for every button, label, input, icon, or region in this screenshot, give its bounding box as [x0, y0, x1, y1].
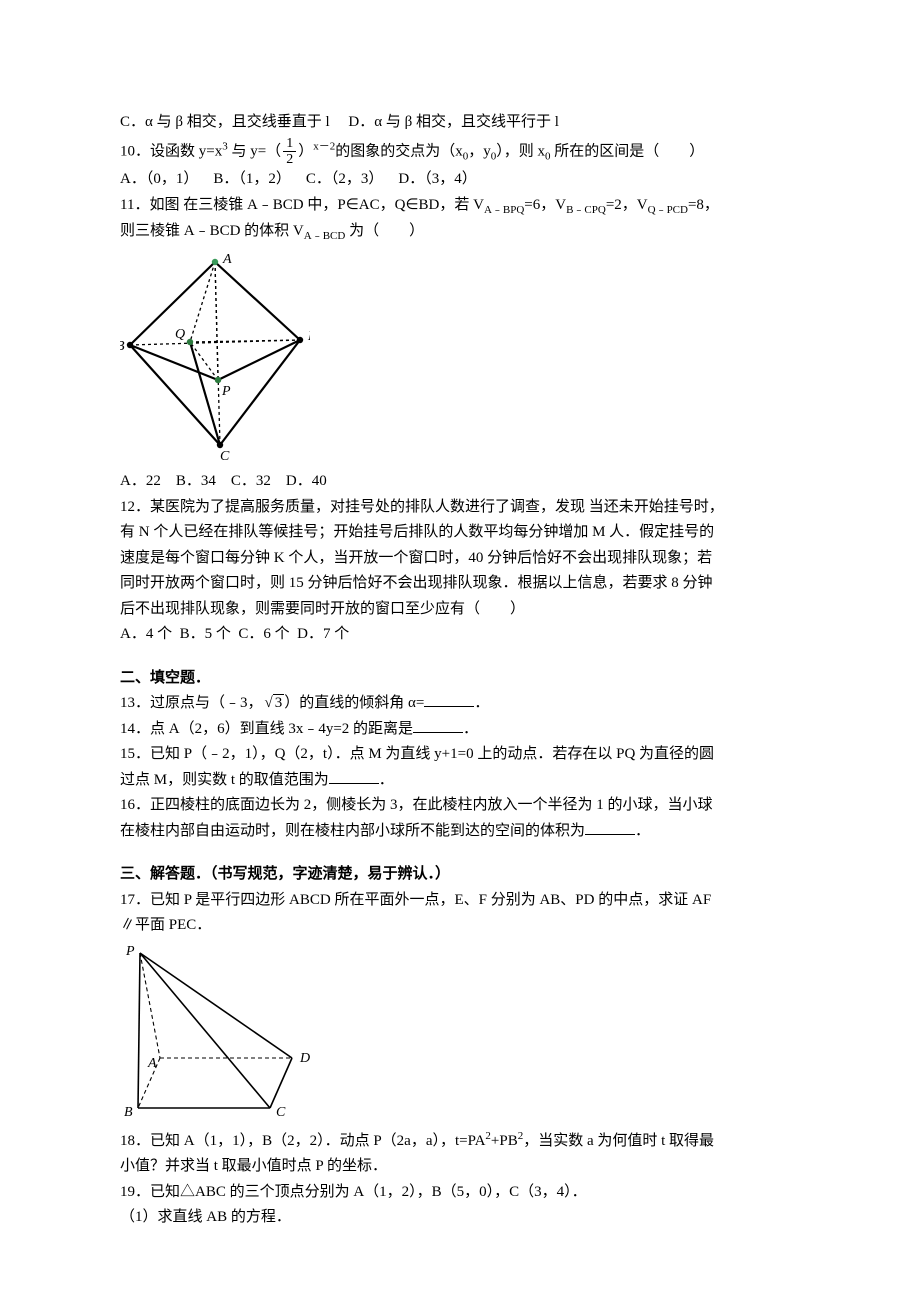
q17-figure: P A B C D: [120, 943, 330, 1123]
q10-options: A．（0，1） B．（1，2） C．（2，3） D．（3，4）: [120, 167, 800, 193]
q11-text-3: 为（ ）: [345, 223, 424, 239]
q14-a: 14．点 A（2，6）到直线 3x﹣4y=2 的距离是: [120, 721, 413, 737]
q15-l1: 15．已知 P（﹣2，1），Q（2，t）．点 M 为直线 y+1=0 上的动点．…: [120, 742, 800, 768]
q19-l1: 19．已知△ABC 的三个顶点分别为 A（1，2），B（5，0），C（3，4）．: [120, 1180, 800, 1206]
q15-blank: [329, 768, 379, 784]
q16-l2: 在棱柱内部自由运动时，则在棱柱内部小球所不能到达的空间的体积为 ．: [120, 819, 800, 845]
q10-text-e: ，y: [468, 143, 491, 159]
q10-text-d: 的图象的交点为（x: [335, 143, 463, 159]
q11-stem-l1: 11．如图 在三棱锥 A﹣BCD 中，P∈AC，Q∈BD，若 VA﹣BPQ=6，…: [120, 193, 800, 220]
svg-text:B: B: [124, 1105, 133, 1120]
svg-text:A: A: [147, 1056, 157, 1071]
q12-l4: 同时开放两个窗口时，则 15 分钟后恰好不会出现排队现象．根据以上信息，若要求 …: [120, 571, 800, 597]
svg-text:C: C: [276, 1105, 286, 1120]
q16-l2a: 在棱柱内部自由运动时，则在棱柱内部小球所不能到达的空间的体积为: [120, 823, 585, 839]
q14: 14．点 A（2，6）到直线 3x﹣4y=2 的距离是 ．: [120, 717, 800, 743]
q14-b: ．: [463, 721, 478, 737]
svg-text:B: B: [120, 339, 125, 354]
q12-options: A．4 个 B．5 个 C．6 个 D．7 个: [120, 622, 800, 648]
q9-options: C．α 与 β 相交，且交线垂直于 l D．α 与 β 相交，且交线平行于 l: [120, 110, 800, 136]
q18-l1: 18．已知 A（1，1），B（2，2）．动点 P（2a，a），t=PA2+PB2…: [120, 1127, 800, 1155]
q12-optD: D．7 个: [297, 626, 349, 642]
q12-l5: 后不出现排队现象，则需要同时开放的窗口至少应有（ ）: [120, 597, 800, 623]
q10-text-a: 10．设函数 y=x: [120, 143, 222, 159]
q18-l1c: ，当实数 a 为何值时 t 取得最: [523, 1133, 714, 1149]
q12-optA: A．4 个: [120, 626, 172, 642]
q13-blank: [424, 691, 474, 707]
q11-figure: A B D C P Q: [120, 250, 310, 465]
q11-eq-1: =6，V: [524, 197, 566, 213]
q11-text-1: 11．如图 在三棱锥 A﹣BCD 中，P∈AC，Q∈BD，若 V: [120, 197, 484, 213]
section2-title: 二、填空题．: [120, 666, 800, 692]
q15-l2a: 过点 M，则实数 t 的取值范围为: [120, 772, 329, 788]
q11-sub-3: Q﹣PCD: [648, 204, 688, 216]
q11-sub-1: A﹣BPQ: [484, 204, 524, 216]
svg-text:P: P: [125, 944, 135, 959]
q10-frac-num: 1: [283, 136, 296, 152]
q17-l1: 17．已知 P 是平行四边形 ABCD 所在平面外一点，E、F 分别为 AB、P…: [120, 888, 800, 914]
q9-optD: D．α 与 β 相交，且交线平行于 l: [348, 114, 559, 130]
svg-text:P: P: [221, 384, 231, 399]
q13-c: ．: [474, 695, 489, 711]
q10-frac: 12: [283, 136, 296, 168]
section3-title: 三、解答题．（书写规范，字迹清楚，易于辨认．）: [120, 862, 800, 888]
q13: 13．过原点与（﹣3， 3）的直线的倾斜角 α= ．: [120, 691, 800, 717]
q10-optA: A．（0，1）: [120, 171, 198, 187]
q11-sub-2: B﹣CPQ: [566, 204, 606, 216]
q13-sqrt: 3: [263, 691, 285, 717]
q18-l2: 小值？并求当 t 取最小值时点 P 的坐标．: [120, 1154, 800, 1180]
q9-optC: C．α 与 β 相交，且交线垂直于 l: [120, 114, 330, 130]
q19-l2: （1）求直线 AB 的方程．: [120, 1205, 800, 1231]
svg-text:Q: Q: [175, 327, 185, 342]
q10-optB: B．（1，2）: [213, 171, 291, 187]
q10-frac-den: 2: [283, 152, 296, 167]
q16-l1: 16．正四棱柱的底面边长为 2，侧棱长为 3，在此棱柱内放入一个半径为 1 的小…: [120, 793, 800, 819]
q11-optB: B．34: [176, 473, 216, 489]
q11-eq-2: =2，V: [606, 197, 648, 213]
svg-text:C: C: [220, 449, 230, 464]
q15-l2: 过点 M，则实数 t 的取值范围为 ．: [120, 768, 800, 794]
q11-optA: A．22: [120, 473, 161, 489]
q12-l2: 有 N 个人已经在排队等候挂号；开始挂号后排队的人数平均每分钟增加 M 人．假定…: [120, 520, 800, 546]
q13-b: ）的直线的倾斜角 α=: [284, 695, 424, 711]
q11-stem-l2: 则三棱锥 A﹣BCD 的体积 VA﹣BCD 为（ ）: [120, 219, 800, 246]
q12-l3: 速度是每个窗口每分钟 K 个人，当开放一个窗口时，40 分钟后恰好不会出现排队现…: [120, 546, 800, 572]
q11-eq-3: =8，: [688, 197, 719, 213]
q18-l1a: 18．已知 A（1，1），B（2，2）．动点 P（2a，a），t=PA: [120, 1133, 485, 1149]
q10-text-f: ），则 x: [496, 143, 545, 159]
q12-optC: C．6 个: [238, 626, 289, 642]
svg-text:D: D: [307, 329, 310, 344]
q10-stem: 10．设函数 y=x3 与 y=（12）x－2的图象的交点为（x0，y0），则 …: [120, 136, 800, 168]
q11-optC: C．32: [231, 473, 271, 489]
q11-options: A．22 B．34 C．32 D．40: [120, 469, 800, 495]
q10-optD: D．（3，4）: [398, 171, 476, 187]
q14-blank: [413, 717, 463, 733]
q11-text-2: 则三棱锥 A﹣BCD 的体积 V: [120, 223, 304, 239]
q13-a: 13．过原点与（﹣3，: [120, 695, 263, 711]
q15-l2b: ．: [379, 772, 394, 788]
q12-l1: 12．某医院为了提高服务质量，对挂号处的排队人数进行了调查，发现 当还未开始挂号…: [120, 495, 800, 521]
page-content: C．α 与 β 相交，且交线垂直于 l D．α 与 β 相交，且交线平行于 l …: [0, 0, 920, 1302]
q10-text-c: ）: [298, 143, 313, 159]
q17-l2: ∥平面 PEC．: [120, 913, 800, 939]
q11-optD: D．40: [286, 473, 327, 489]
svg-text:A: A: [222, 252, 232, 267]
q18-l1b: +PB: [491, 1133, 518, 1149]
q12-optB: B．5 个: [180, 626, 231, 642]
q10-text-g: 所在的区间是（ ）: [551, 143, 705, 159]
q10-exp-xm2: x－2: [313, 140, 335, 152]
q13-sqrt-val: 3: [273, 694, 285, 711]
q10-text-b: 与 y=（: [228, 143, 281, 159]
svg-text:D: D: [299, 1051, 310, 1066]
q11-sub-4: A﹣BCD: [304, 230, 346, 242]
q10-optC: C．（2，3）: [306, 171, 384, 187]
q16-l2b: ．: [635, 823, 650, 839]
q16-blank: [585, 819, 635, 835]
